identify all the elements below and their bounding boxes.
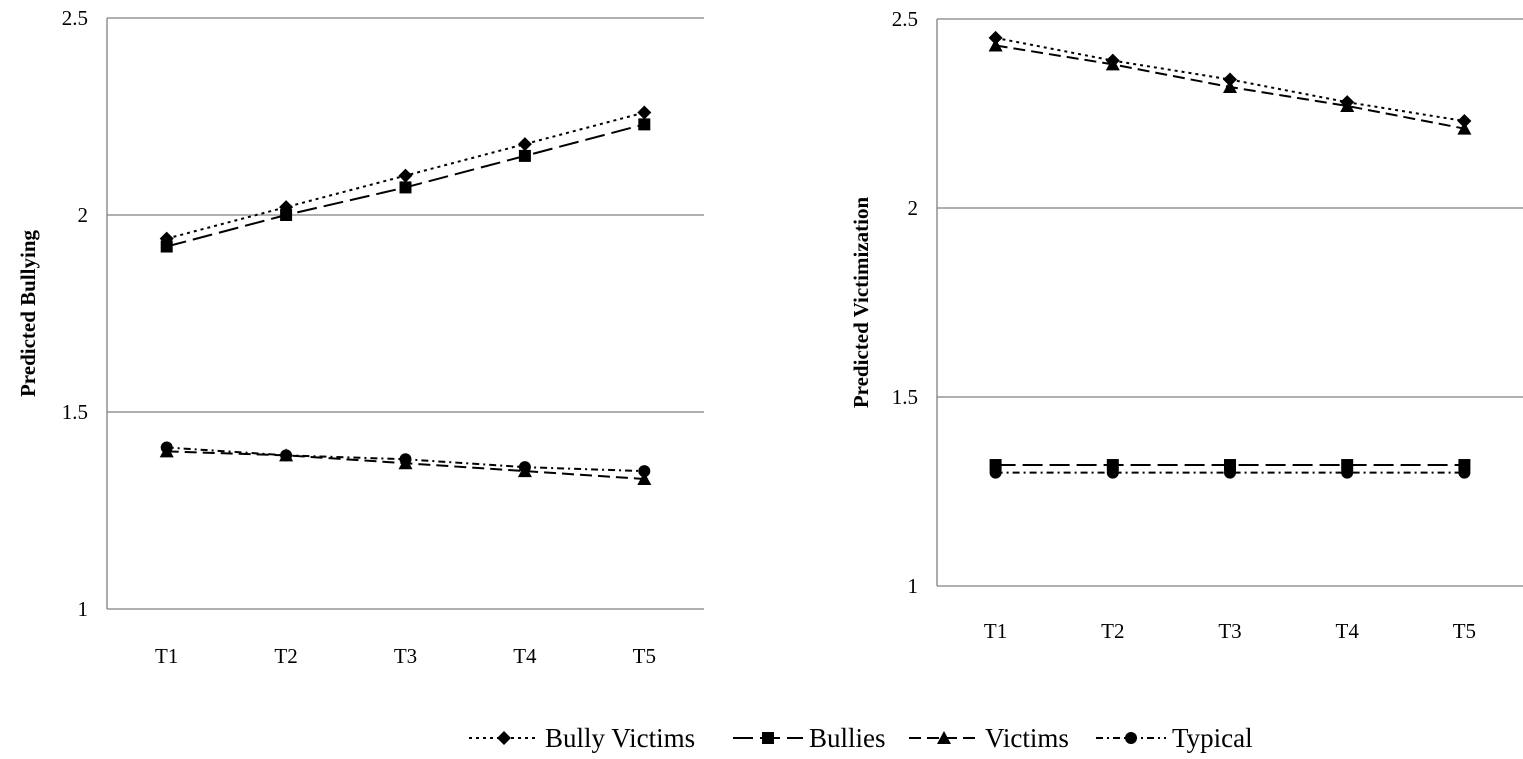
data-point-victims-t5 <box>1457 121 1472 135</box>
data-point-bully-victims-t4 <box>517 137 532 152</box>
legend-marker-typical <box>1125 732 1137 744</box>
data-point-bullies-t5 <box>638 118 651 131</box>
data-point-typical-t1 <box>989 466 1002 479</box>
series-typical <box>989 466 1471 479</box>
data-point-bully-victims-t5 <box>1457 114 1472 129</box>
legend-item-bullies: Bullies <box>733 723 886 753</box>
series-victims <box>988 38 1472 135</box>
data-point-typical-t3 <box>1224 466 1236 479</box>
y-tick-label: 1 <box>908 574 919 598</box>
data-point-typical-t4 <box>518 461 531 474</box>
y-tick-label: 1 <box>78 597 89 621</box>
data-point-typical-t3 <box>399 453 412 466</box>
legend-item-bully-victims: Bully Victims <box>469 723 695 753</box>
victimization-chart-panel: 1 1.5 2 2.5 T1 T2 T3 T4 T5 Predicted Victimizatio… <box>849 7 1523 643</box>
bullying-chart-panel: 1 1.5 2 2.5 T1 T2 T3 T4 T5 Predicted Bullying <box>16 6 704 668</box>
x-tick-label-t4: T4 <box>513 644 537 668</box>
x-tick-label-t3: T3 <box>394 644 417 668</box>
data-point-typical-t2 <box>280 449 293 462</box>
legend-label-typical: Typical <box>1172 723 1253 753</box>
x-tick-label-t1: T1 <box>155 644 178 668</box>
data-point-bully-victims-t5 <box>637 105 652 120</box>
data-point-bully-victims-t1 <box>988 30 1003 45</box>
y-tick-label: 2 <box>908 196 919 220</box>
data-point-victims-t5 <box>637 471 652 485</box>
chart-legend: Bully Victims Bullies Victims Typical <box>469 723 1253 753</box>
y-axis-title: Predicted Victimization <box>849 197 873 409</box>
data-point-bullies-t1 <box>160 240 173 253</box>
data-point-typical-t2 <box>1106 466 1119 479</box>
legend-item-typical: Typical <box>1096 723 1253 753</box>
data-point-bully-victims-t3 <box>398 168 413 183</box>
legend-item-victims: Victims <box>909 723 1069 753</box>
legend-label-victims: Victims <box>985 723 1069 753</box>
series-bullies <box>160 118 651 253</box>
x-tick-label-t3: T3 <box>1218 619 1241 643</box>
legend-label-bullies: Bullies <box>809 723 886 753</box>
y-tick-label: 2.5 <box>892 7 918 31</box>
data-point-typical-t1 <box>160 441 173 454</box>
y-tick-label: 2 <box>78 203 89 227</box>
legend-marker-bullies <box>762 732 774 744</box>
data-point-victims-t4 <box>1340 98 1355 112</box>
data-point-typical-t5 <box>638 465 651 478</box>
series-bully-victims <box>159 105 652 246</box>
data-point-bully-victims-t3 <box>1223 72 1237 87</box>
y-tick-label: 1.5 <box>892 385 918 409</box>
series-bully-victims <box>988 30 1472 129</box>
x-tick-label-t2: T2 <box>274 644 297 668</box>
data-point-bullies-t4 <box>518 149 531 162</box>
legend-label-bully-victims: Bully Victims <box>545 723 695 753</box>
series-typical <box>160 441 651 478</box>
y-tick-label: 1.5 <box>62 400 88 424</box>
x-tick-label-t5: T5 <box>633 644 656 668</box>
x-tick-label-t5: T5 <box>1453 619 1476 643</box>
y-tick-label: 2.5 <box>62 6 88 30</box>
x-tick-label-t4: T4 <box>1336 619 1360 643</box>
legend-marker-bully-victims <box>497 731 511 745</box>
data-point-bullies-t3 <box>399 181 412 194</box>
x-tick-label-t1: T1 <box>984 619 1007 643</box>
data-point-victims-t1 <box>988 38 1003 52</box>
data-point-typical-t5 <box>1458 466 1471 479</box>
legend-marker-victims <box>937 731 951 744</box>
data-point-victims-t2 <box>1105 57 1120 71</box>
data-point-victims-t3 <box>1223 80 1237 94</box>
x-tick-label-t2: T2 <box>1101 619 1124 643</box>
data-point-bullies-t2 <box>280 209 293 221</box>
y-axis-title: Predicted Bullying <box>16 229 40 397</box>
data-point-typical-t4 <box>1341 466 1354 479</box>
